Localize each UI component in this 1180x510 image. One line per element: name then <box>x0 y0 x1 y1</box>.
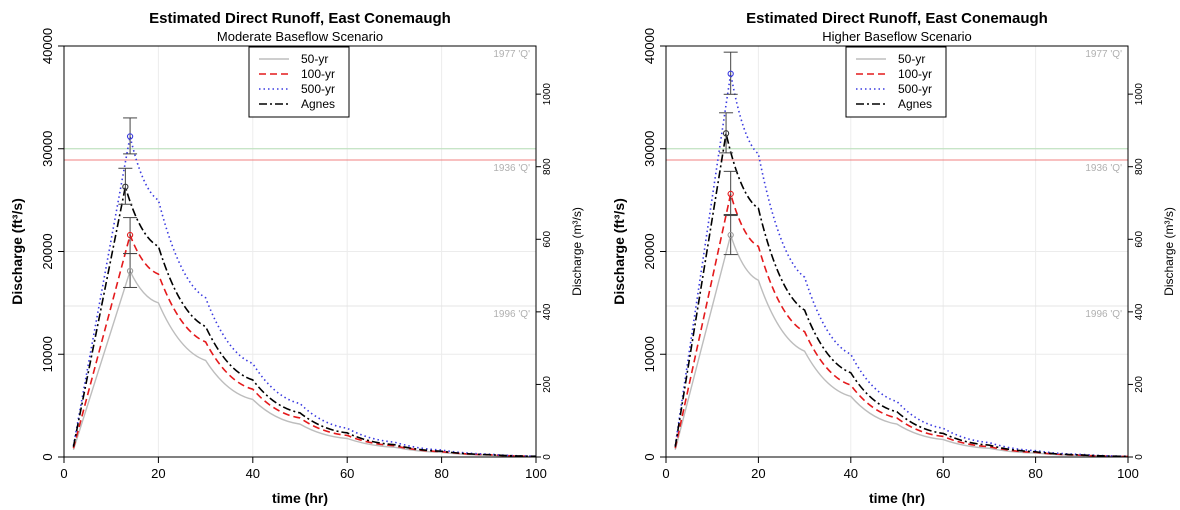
y-tick-label: 0 <box>642 453 657 460</box>
legend-label: 500-yr <box>898 82 932 96</box>
peak-marker <box>722 130 730 137</box>
y-tick-label: 20000 <box>642 233 657 269</box>
x-tick-label: 20 <box>151 466 165 481</box>
right-y-tick-label: 400 <box>1134 303 1145 320</box>
peak-marker <box>126 231 134 239</box>
right-y-axis-title: Discharge (m³/s) <box>1162 207 1176 296</box>
right-y-axis-title: Discharge (m³/s) <box>570 207 584 296</box>
series-line-100-yr <box>674 193 1129 458</box>
chart-panel-1: Estimated Direct Runoff, East Conemaugh M… <box>9 10 584 506</box>
x-tick-label: 0 <box>60 466 67 481</box>
x-tick-label: 80 <box>434 466 448 481</box>
y-tick-label: 10000 <box>642 336 657 372</box>
peak-markers <box>719 51 738 256</box>
peak-marker <box>727 231 734 239</box>
legend-label: Agnes <box>898 97 932 111</box>
right-y-tick-label: 600 <box>542 231 553 248</box>
series-line-500-yr <box>72 136 537 457</box>
y-axis-title: Discharge (ft³/s) <box>611 198 627 305</box>
x-tick-label: 40 <box>844 466 858 481</box>
series-line-agnes <box>72 186 537 458</box>
y-tick-label: 40000 <box>40 28 55 64</box>
right-y-tick-label: 400 <box>542 303 553 320</box>
right-y-tick-label: 200 <box>1134 376 1145 393</box>
reference-line-label: 1936 'Q' <box>1085 163 1122 174</box>
series-lines <box>72 136 537 458</box>
y-tick-label: 20000 <box>40 233 55 269</box>
x-tick-label: 0 <box>662 466 669 481</box>
series-lines <box>674 73 1129 458</box>
peak-marker <box>122 183 129 190</box>
chart-subtitle: Higher Baseflow Scenario <box>822 29 972 44</box>
x-tick-label: 60 <box>340 466 354 481</box>
chart-subtitle: Moderate Baseflow Scenario <box>217 29 383 44</box>
peak-markers <box>118 117 138 288</box>
right-y-tick-label: 1000 <box>1134 83 1145 106</box>
right-y-tick-label: 600 <box>1134 231 1145 248</box>
peak-marker <box>126 133 134 140</box>
right-y-tick-label: 0 <box>542 454 553 460</box>
series-line-500-yr <box>674 73 1129 458</box>
chart-title: Estimated Direct Runoff, East Conemaugh <box>746 10 1048 27</box>
y-tick-label: 10000 <box>40 336 55 372</box>
right-y-tick-label: 0 <box>1134 454 1145 460</box>
y-tick-label: 0 <box>40 453 55 460</box>
y-axis-title: Discharge (ft³/s) <box>9 198 25 305</box>
x-tick-label: 100 <box>1117 466 1139 481</box>
x-tick-label: 60 <box>936 466 950 481</box>
right-y-tick-label: 1000 <box>542 83 553 106</box>
x-axis-title: time (hr) <box>272 490 328 506</box>
peak-marker <box>727 70 734 77</box>
legend-label: 100-yr <box>301 67 335 81</box>
peak-marker <box>126 267 134 275</box>
reference-line-label: 1977 'Q' <box>493 49 530 60</box>
series-line-100-yr <box>72 232 537 458</box>
reference-line-label: 1996 'Q' <box>1085 309 1122 320</box>
series-line-50-yr <box>72 269 537 458</box>
x-tick-label: 100 <box>525 466 547 481</box>
y-tick-label: 30000 <box>642 131 657 167</box>
right-y-tick-label: 800 <box>542 158 553 175</box>
x-tick-label: 20 <box>751 466 765 481</box>
chart-panel-2: Estimated Direct Runoff, East Conemaugh H… <box>611 10 1176 506</box>
legend-label: Agnes <box>301 97 335 111</box>
reference-line-label: 1977 'Q' <box>1085 49 1122 60</box>
reference-line-label: 1996 'Q' <box>493 309 530 320</box>
legend-label: 500-yr <box>301 82 335 96</box>
legend-label: 50-yr <box>898 52 925 66</box>
chart-title: Estimated Direct Runoff, East Conemaugh <box>149 10 451 27</box>
reference-line-label: 1936 'Q' <box>493 163 530 174</box>
x-tick-label: 40 <box>246 466 260 481</box>
legend-label: 50-yr <box>301 52 328 66</box>
series-line-50-yr <box>674 232 1129 458</box>
y-tick-label: 40000 <box>642 28 657 64</box>
x-tick-label: 80 <box>1028 466 1042 481</box>
x-axis-title: time (hr) <box>869 490 925 506</box>
peak-marker <box>727 190 734 198</box>
series-line-agnes <box>674 133 1129 458</box>
y-tick-label: 30000 <box>40 131 55 167</box>
right-y-tick-label: 800 <box>1134 158 1145 175</box>
right-y-tick-label: 200 <box>542 376 553 393</box>
legend-label: 100-yr <box>898 67 932 81</box>
